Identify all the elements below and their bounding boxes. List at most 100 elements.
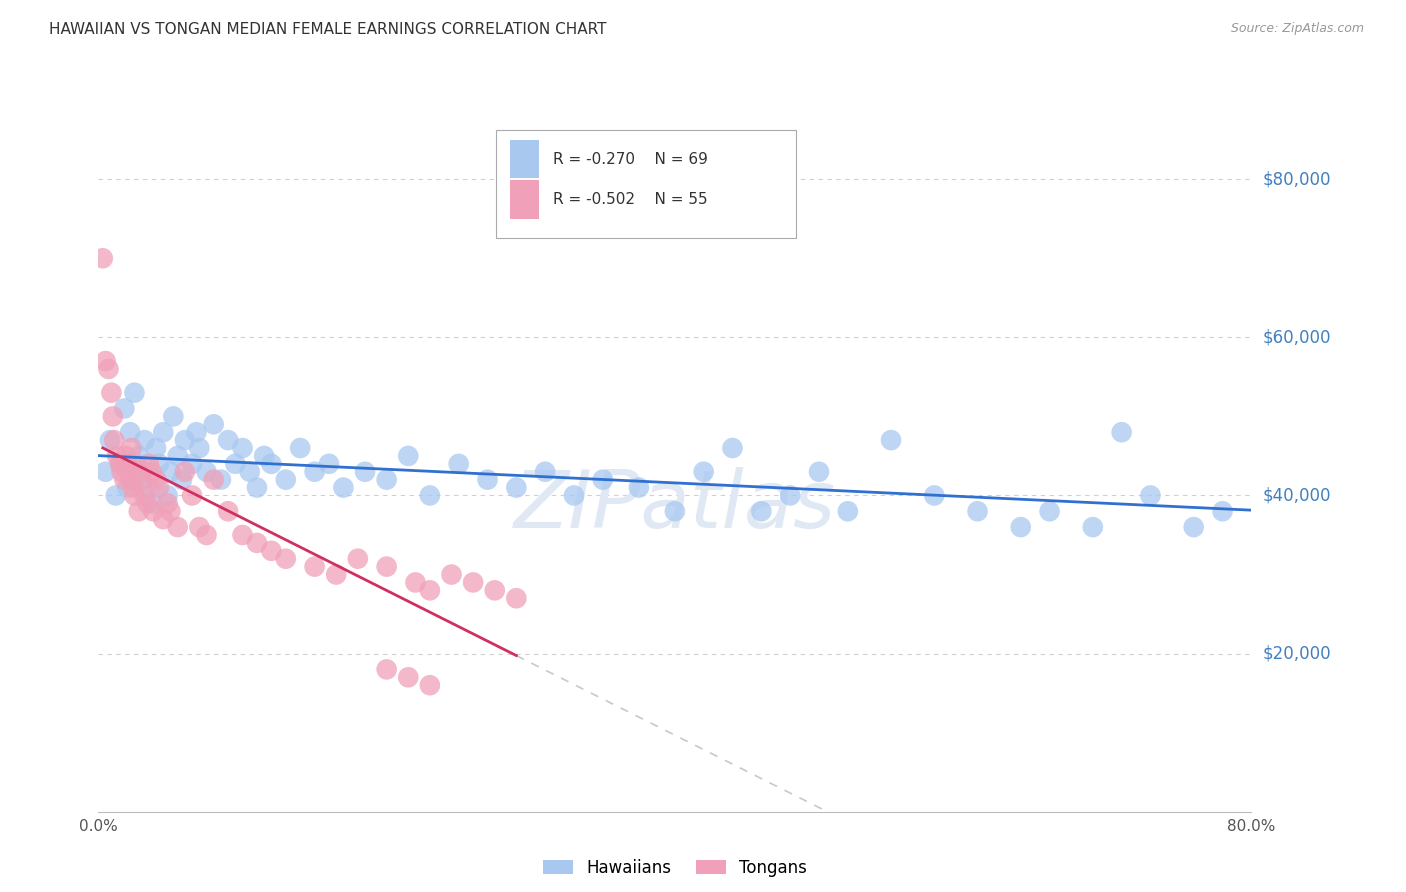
Point xyxy=(170,473,193,487)
Point xyxy=(1081,520,1104,534)
Point xyxy=(125,457,148,471)
Point xyxy=(396,670,419,684)
Point xyxy=(304,559,326,574)
Point xyxy=(440,567,463,582)
Point xyxy=(122,481,145,495)
Bar xyxy=(510,140,538,178)
Point xyxy=(186,425,208,440)
Point xyxy=(779,488,801,502)
Point xyxy=(145,441,167,455)
Point xyxy=(1010,520,1032,534)
Point xyxy=(534,465,557,479)
Point xyxy=(592,473,614,487)
Point xyxy=(114,449,136,463)
Point xyxy=(124,473,146,487)
Point xyxy=(166,449,188,463)
Text: R = -0.502    N = 55: R = -0.502 N = 55 xyxy=(553,192,707,207)
Text: $60,000: $60,000 xyxy=(1263,328,1331,346)
Point xyxy=(110,465,132,479)
Point xyxy=(664,504,686,518)
Point xyxy=(159,465,181,479)
Point xyxy=(484,583,506,598)
Point xyxy=(138,481,160,495)
Point xyxy=(131,465,153,479)
Point xyxy=(124,488,146,502)
Point xyxy=(246,536,269,550)
Point xyxy=(260,544,283,558)
Point xyxy=(693,465,716,479)
Point xyxy=(505,481,527,495)
Point xyxy=(104,488,127,502)
Point xyxy=(128,449,150,463)
Point xyxy=(260,457,283,471)
Point xyxy=(304,465,326,479)
Point xyxy=(181,457,204,471)
Point xyxy=(332,481,354,495)
FancyBboxPatch shape xyxy=(496,130,796,238)
Point xyxy=(966,504,988,518)
Point xyxy=(721,441,744,455)
Point xyxy=(141,465,163,479)
Point xyxy=(162,409,184,424)
Point xyxy=(120,473,142,487)
Point xyxy=(127,465,149,479)
Text: $80,000: $80,000 xyxy=(1263,170,1331,188)
Text: ZIPatlas: ZIPatlas xyxy=(513,467,837,545)
Point xyxy=(1212,504,1234,518)
Point xyxy=(922,488,945,502)
Point xyxy=(112,401,135,416)
Point xyxy=(627,481,650,495)
Point xyxy=(562,488,585,502)
Point xyxy=(231,441,254,455)
Text: HAWAIIAN VS TONGAN MEDIAN FEMALE EARNINGS CORRELATION CHART: HAWAIIAN VS TONGAN MEDIAN FEMALE EARNING… xyxy=(49,22,607,37)
Point xyxy=(837,504,859,518)
Point xyxy=(447,457,470,471)
Point xyxy=(375,473,398,487)
Point xyxy=(94,465,117,479)
Point xyxy=(346,551,368,566)
Point xyxy=(325,567,347,582)
Legend: Hawaiians, Tongans: Hawaiians, Tongans xyxy=(536,852,814,883)
Point xyxy=(224,457,246,471)
Point xyxy=(156,488,179,502)
Point xyxy=(117,457,138,471)
Point xyxy=(181,488,204,502)
Point xyxy=(94,354,117,368)
Point xyxy=(217,504,239,518)
Point xyxy=(142,504,165,518)
Point xyxy=(91,252,114,266)
Point xyxy=(108,457,131,471)
Point xyxy=(166,520,188,534)
Text: $20,000: $20,000 xyxy=(1263,645,1331,663)
Point xyxy=(396,449,419,463)
Point xyxy=(174,433,197,447)
Point xyxy=(202,473,225,487)
Point xyxy=(108,457,131,471)
Point xyxy=(101,409,124,424)
Point xyxy=(217,433,239,447)
Point xyxy=(138,457,160,471)
Point xyxy=(159,504,181,518)
Point xyxy=(419,488,441,502)
Point xyxy=(195,528,218,542)
Point xyxy=(209,473,232,487)
Point xyxy=(419,678,441,692)
Point xyxy=(751,504,773,518)
Text: $40,000: $40,000 xyxy=(1263,486,1331,505)
Point xyxy=(419,583,441,598)
Point xyxy=(290,441,312,455)
Point xyxy=(195,465,218,479)
Point xyxy=(105,449,128,463)
Point xyxy=(375,662,398,676)
Point xyxy=(134,433,156,447)
Point xyxy=(246,481,269,495)
Point xyxy=(145,473,167,487)
Point xyxy=(152,425,174,440)
Point xyxy=(239,465,262,479)
Point xyxy=(405,575,427,590)
Point xyxy=(1182,520,1205,534)
Point xyxy=(148,457,170,471)
Point xyxy=(880,433,903,447)
Point xyxy=(117,481,138,495)
Point xyxy=(354,465,377,479)
